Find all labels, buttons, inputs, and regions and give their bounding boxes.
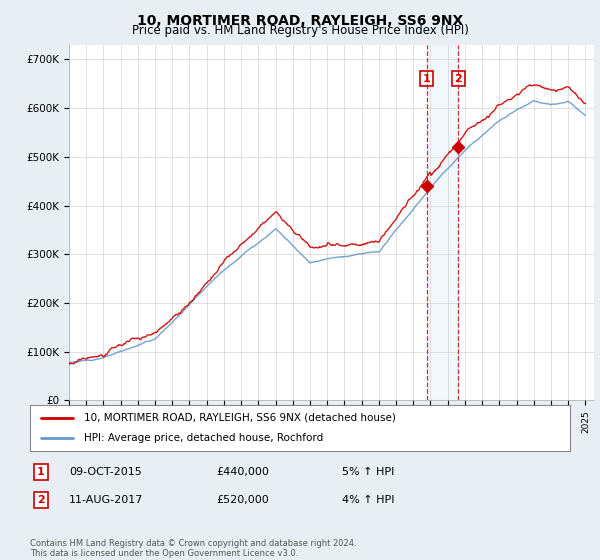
Text: Contains HM Land Registry data © Crown copyright and database right 2024.
This d: Contains HM Land Registry data © Crown c… xyxy=(30,539,356,558)
Text: £520,000: £520,000 xyxy=(216,495,269,505)
Text: 10, MORTIMER ROAD, RAYLEIGH, SS6 9NX: 10, MORTIMER ROAD, RAYLEIGH, SS6 9NX xyxy=(137,14,463,28)
Text: Price paid vs. HM Land Registry's House Price Index (HPI): Price paid vs. HM Land Registry's House … xyxy=(131,24,469,37)
Text: 2: 2 xyxy=(454,73,462,83)
Text: 1: 1 xyxy=(423,73,431,83)
Bar xyxy=(427,45,458,400)
Text: 2: 2 xyxy=(37,495,44,505)
Text: 1: 1 xyxy=(37,467,44,477)
Text: £440,000: £440,000 xyxy=(216,467,269,477)
Text: 10, MORTIMER ROAD, RAYLEIGH, SS6 9NX (detached house): 10, MORTIMER ROAD, RAYLEIGH, SS6 9NX (de… xyxy=(84,413,396,423)
Text: 09-OCT-2015: 09-OCT-2015 xyxy=(69,467,142,477)
Text: 11-AUG-2017: 11-AUG-2017 xyxy=(69,495,143,505)
Text: 4% ↑ HPI: 4% ↑ HPI xyxy=(342,495,395,505)
Text: 5% ↑ HPI: 5% ↑ HPI xyxy=(342,467,394,477)
Text: HPI: Average price, detached house, Rochford: HPI: Average price, detached house, Roch… xyxy=(84,433,323,443)
